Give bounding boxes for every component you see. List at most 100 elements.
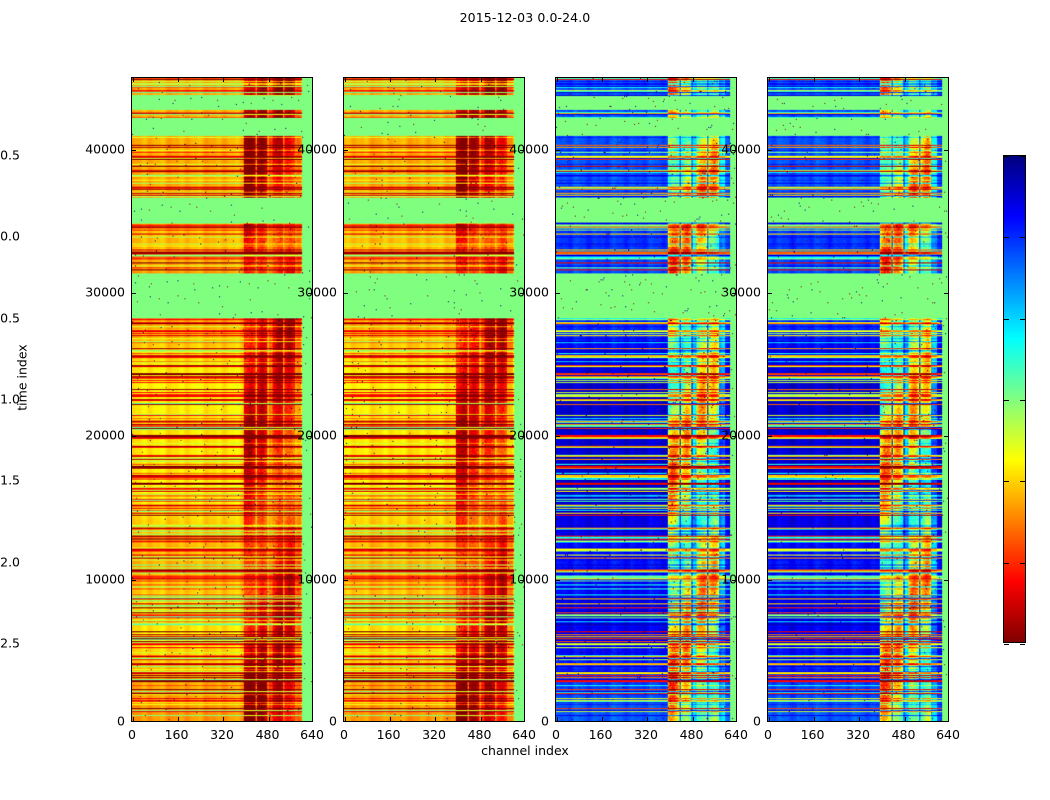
heatmap-image-yy: [344, 78, 524, 721]
y-axis-tick-label: 10000: [721, 571, 761, 587]
colorbar-tick: [1004, 644, 1009, 645]
heatmap-panel-yx[interactable]: YX, ant V9: [767, 77, 949, 722]
x-axis-tick: [813, 717, 815, 721]
y-axis-tick: [132, 293, 136, 294]
x-axis-tick: [813, 78, 815, 82]
x-axis-tick-label: 640: [300, 727, 324, 742]
y-axis-tick: [732, 149, 736, 151]
x-axis-tick-label: 0: [340, 727, 348, 742]
y-axis-tick-label: 30000: [85, 284, 125, 300]
y-axis-tick: [132, 149, 136, 151]
x-axis-tick: [557, 78, 558, 82]
x-axis-tick: [133, 78, 134, 82]
x-axis-tick: [557, 717, 558, 721]
x-axis-tick-label: 160: [164, 727, 189, 742]
y-axis-tick-label: 40000: [721, 141, 761, 157]
y-axis-tick-label: 30000: [721, 284, 761, 300]
y-axis-tick: [308, 293, 312, 294]
x-axis-tick: [692, 78, 694, 82]
x-axis-tick-label: 480: [679, 727, 704, 742]
colorbar-tick-label: 0.5: [0, 147, 20, 163]
y-axis-tick: [768, 436, 772, 438]
y-axis-tick: [556, 436, 560, 438]
colorbar-tick: [1004, 156, 1009, 157]
y-axis-tick: [944, 149, 948, 151]
x-axis-tick-label: 160: [376, 727, 401, 742]
x-axis-tick: [345, 717, 346, 721]
colorbar-tick-label: -1.0: [0, 391, 20, 407]
x-axis-tick: [647, 78, 648, 82]
heatmap-image-xy: [556, 78, 736, 721]
y-axis-tick-label: 40000: [297, 141, 337, 157]
heatmap-image-yx: [768, 78, 948, 721]
x-axis-tick: [435, 717, 436, 721]
y-axis-tick: [556, 293, 560, 294]
x-axis-tick: [268, 717, 270, 721]
x-axis-tick: [904, 78, 906, 82]
heatmap-panel-xx[interactable]: XX, ant V9: [131, 77, 313, 722]
y-axis-tick-label: 40000: [85, 141, 125, 157]
x-axis-tick-label: 640: [724, 727, 748, 742]
y-axis-tick: [308, 149, 312, 151]
colorbar-tick: [1004, 400, 1009, 401]
colorbar-tick: [1020, 400, 1025, 401]
y-axis-tick: [732, 579, 736, 581]
x-axis-tick: [904, 717, 906, 721]
y-axis-tick-label: 10000: [509, 571, 549, 587]
colorbar[interactable]: [1003, 155, 1026, 645]
x-axis-tick: [133, 717, 134, 721]
y-axis-tick: [520, 293, 524, 294]
heatmap-panel-xy[interactable]: XY, ant V9: [555, 77, 737, 722]
colorbar-tick: [1004, 562, 1009, 564]
x-axis-tick-label: 160: [588, 727, 613, 742]
y-axis-tick: [308, 579, 312, 581]
x-axis-tick: [647, 717, 648, 721]
y-axis-tick: [520, 436, 524, 438]
y-axis-tick: [520, 149, 524, 151]
x-axis-tick: [769, 717, 770, 721]
colorbar-tick-label: -1.5: [0, 472, 20, 488]
x-axis-tick: [692, 717, 694, 721]
x-axis-tick-label: 320: [634, 727, 658, 742]
y-axis-tick: [944, 436, 948, 438]
y-axis-tick: [556, 149, 560, 151]
x-axis-label: channel index: [481, 743, 569, 758]
x-axis-tick-label: 320: [846, 727, 870, 742]
colorbar-tick: [1020, 562, 1025, 564]
x-axis-tick-label: 0: [552, 727, 560, 742]
colorbar-tick: [1004, 237, 1009, 239]
x-axis-tick: [601, 78, 603, 82]
y-axis-tick: [520, 579, 524, 581]
colorbar-tick: [1004, 318, 1009, 320]
x-axis-tick-label: 0: [764, 727, 772, 742]
x-axis-tick: [345, 78, 346, 82]
colorbar-tick: [1020, 318, 1025, 320]
y-axis-tick: [308, 436, 312, 438]
x-axis-tick-label: 480: [255, 727, 280, 742]
colorbar-tick: [1020, 481, 1025, 483]
y-axis-tick-label: 0: [329, 713, 337, 729]
y-axis-tick-label: 20000: [721, 427, 761, 443]
y-axis-tick: [732, 293, 736, 294]
y-axis-tick-label: 0: [541, 713, 549, 729]
heatmap-panel-yy[interactable]: YY, ant V9: [343, 77, 525, 722]
y-axis-tick: [132, 579, 136, 581]
colorbar-gradient: [1004, 156, 1025, 642]
x-axis-tick: [435, 78, 436, 82]
y-axis-tick: [132, 436, 136, 438]
y-axis-tick: [556, 579, 560, 581]
y-axis-label: time index: [14, 344, 30, 411]
colorbar-tick-label: -2.0: [0, 554, 20, 570]
y-axis-tick: [344, 293, 348, 294]
x-axis-tick: [769, 78, 770, 82]
y-axis-tick-label: 0: [753, 713, 761, 729]
x-axis-tick-label: 640: [936, 727, 960, 742]
x-axis-tick-label: 160: [800, 727, 825, 742]
x-axis-tick: [177, 717, 179, 721]
y-axis-tick: [944, 293, 948, 294]
colorbar-tick: [1004, 481, 1009, 483]
y-axis-tick: [944, 579, 948, 581]
colorbar-tick-label: 0.0: [0, 228, 20, 244]
x-axis-tick: [389, 78, 391, 82]
